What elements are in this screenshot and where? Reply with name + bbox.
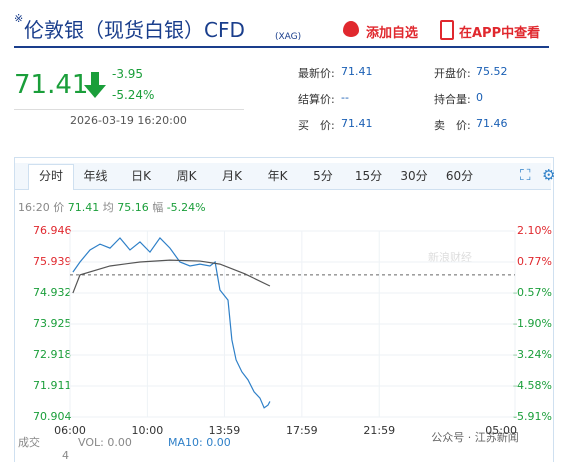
x-tick-label: 21:59: [363, 424, 395, 437]
x-tick-label: 13:59: [209, 424, 241, 437]
field-value: 71.46: [476, 117, 508, 130]
price: 71.41: [14, 70, 89, 100]
tab[interactable]: 15分: [354, 169, 383, 183]
field-value: 71.41: [341, 65, 373, 78]
field-value: 0: [476, 91, 483, 104]
info-item: 均: [102, 201, 114, 214]
vol: VOL: 0.00: [78, 436, 132, 449]
settings-icon[interactable]: ⚙: [542, 166, 556, 184]
field-label: 卖 价:: [434, 119, 471, 132]
fire-icon: [343, 21, 359, 37]
field-label: 结算价:: [298, 93, 335, 106]
x-tick-label: 10:00: [132, 424, 164, 437]
title: 伦敦银（现货白银）CFD: [24, 18, 245, 42]
info-item: 价: [53, 201, 65, 214]
x-tick-label: 05:00: [485, 424, 517, 437]
tab[interactable]: 分时: [28, 164, 74, 190]
info-item: 75.16: [117, 201, 149, 214]
y2-tick-label: 2.10%: [517, 224, 552, 237]
field-label: 最新价:: [298, 67, 335, 80]
series-line: [72, 237, 271, 409]
field-label: 持合量:: [434, 93, 471, 106]
y2-tick-label: -1.90%: [513, 317, 552, 330]
app-button[interactable]: 在APP中查看: [459, 26, 541, 41]
y-tick-label: 70.904: [33, 410, 72, 423]
info-item: 71.41: [67, 201, 100, 214]
y-tick-label: 71.911: [33, 379, 72, 392]
tab[interactable]: 5分: [313, 169, 333, 183]
y2-tick-label: -4.58%: [513, 379, 552, 392]
y-tick-label: 72.918: [33, 348, 72, 361]
watermark: 公众号 · 江苏新闻: [431, 430, 519, 444]
change: -3.95: [112, 67, 144, 81]
field-value: 75.52: [476, 65, 508, 78]
field-label: 开盘价:: [434, 67, 471, 80]
change-pct: -5.24%: [112, 88, 155, 102]
y-tick-label: 73.925: [33, 317, 72, 330]
y-tick-label: 75.939: [33, 255, 72, 268]
y2-tick-label: -0.57%: [513, 286, 552, 299]
field-value: --: [341, 91, 349, 104]
info-item: 16:20: [18, 201, 50, 214]
volume-label: 成交: [18, 435, 40, 449]
y2-tick-label: -5.91%: [513, 410, 552, 423]
tab[interactable]: 30分: [400, 169, 428, 183]
watermark: 新浪财经: [428, 250, 472, 264]
quote-time: 2026-03-19 16:20:00: [70, 114, 187, 127]
info-item: -5.24%: [166, 201, 206, 214]
field-value: 71.41: [341, 117, 373, 130]
y-tick-label: 76.946: [33, 224, 72, 237]
down-arrow: [84, 72, 106, 98]
divider: [14, 109, 244, 110]
tab[interactable]: 60分: [445, 169, 474, 183]
y2-tick-label: -3.24%: [513, 348, 552, 361]
x-tick-label: 17:59: [286, 424, 318, 437]
field-label: 买 价:: [298, 119, 335, 132]
tab[interactable]: 日K: [131, 169, 151, 183]
title-code: (XAG): [275, 32, 302, 42]
tab[interactable]: 周K: [176, 169, 197, 183]
series-line: [72, 259, 271, 294]
add-button[interactable]: 添加自选: [366, 26, 419, 41]
y-tick-label: 74.932: [33, 286, 72, 299]
chart-panel: [14, 157, 554, 462]
phone-icon: [440, 20, 454, 40]
tab[interactable]: 年线: [83, 169, 108, 183]
title-mark: ※: [14, 12, 24, 25]
info-item: 幅: [152, 201, 164, 214]
x-tick-label: 06:00: [54, 424, 86, 437]
tab-bar: [15, 163, 551, 190]
tab[interactable]: 月K: [222, 169, 242, 183]
ma: MA10: 0.00: [168, 436, 231, 449]
fullscreen-icon[interactable]: ⛶: [520, 166, 531, 184]
header-rule: [14, 46, 549, 48]
volume-unit: 4: [62, 449, 69, 461]
info-line: 16:20 价 71.41 均 75.16 幅 -5.24%: [18, 199, 206, 215]
y2-tick-label: 0.77%: [517, 255, 552, 268]
tab[interactable]: 年K: [267, 169, 288, 183]
